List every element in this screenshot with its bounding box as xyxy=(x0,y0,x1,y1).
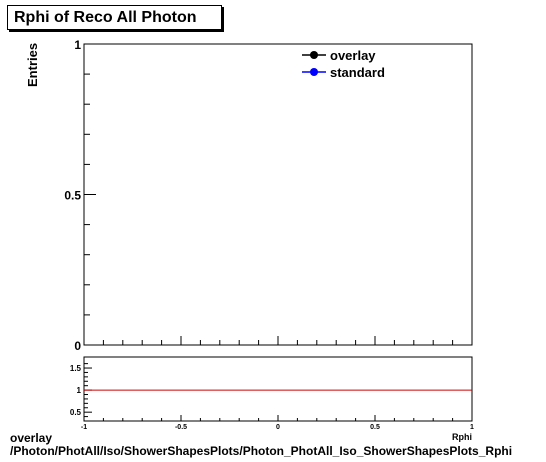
main-y-tick-label: 0 xyxy=(74,339,81,353)
y-axis-label-main: Entries xyxy=(25,43,40,87)
legend-label-standard: standard xyxy=(330,65,385,80)
ratio-x-tick-label: 0 xyxy=(276,424,280,431)
footer-label: overlay xyxy=(10,432,53,445)
footer-path: /Photon/PhotAll/Iso/ShowerShapesPlots/Ph… xyxy=(10,444,513,458)
main-y-tick-label: 1 xyxy=(74,38,81,52)
footer: overlay /Photon/PhotAll/Iso/ShowerShapes… xyxy=(10,432,546,458)
ratio-x-tick-label: 1 xyxy=(470,424,474,431)
main-y-tick-label: 0.5 xyxy=(64,189,81,203)
legend-label-overlay: overlay xyxy=(330,48,376,63)
ratio-y-tick-label: 0.5 xyxy=(70,408,82,417)
ratio-y-tick-label: 1 xyxy=(77,386,82,395)
ratio-x-tick-label: 0.5 xyxy=(370,424,380,431)
legend-marker-standard xyxy=(310,68,318,76)
legend-marker-overlay xyxy=(310,51,318,59)
chart-title: Rphi of Reco All Photon xyxy=(7,5,222,30)
main-plot-frame xyxy=(83,43,473,346)
ratio-x-tick-label: -1 xyxy=(81,424,87,431)
x-axis-label-ratio: Rphi xyxy=(452,432,472,442)
ratio-y-tick-label: 1.5 xyxy=(70,364,82,373)
ratio-x-tick-label: -0.5 xyxy=(175,424,187,431)
ratio-plot-frame xyxy=(83,356,473,422)
legend: overlay standard xyxy=(302,48,385,80)
